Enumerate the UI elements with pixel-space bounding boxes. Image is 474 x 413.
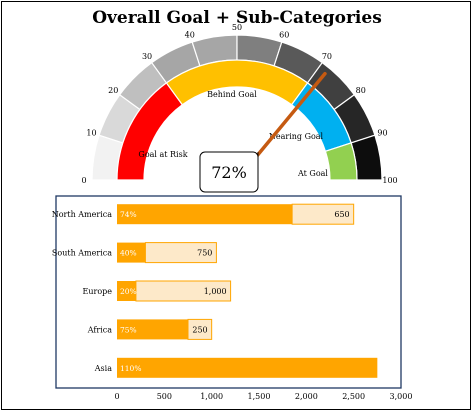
gauge-tick-label: 50	[232, 23, 242, 32]
gauge-band	[324, 142, 358, 181]
category-label: Africa	[87, 325, 112, 334]
gauge-tick-label: 0	[81, 176, 86, 185]
gauge-tick-label: 70	[322, 52, 332, 61]
gauge-value-box	[199, 151, 259, 193]
gauge-tick-label: 80	[356, 86, 366, 95]
bar-actual	[117, 319, 188, 340]
category-label: North America	[52, 210, 113, 219]
bar-actual	[117, 204, 293, 225]
bar-remaining	[144, 242, 217, 264]
gauge-tick-label: 100	[382, 176, 397, 185]
bar-target-label: 250	[192, 325, 207, 334]
bar-percent-label: 75%	[120, 325, 137, 334]
bar-target-label: 1,000	[204, 287, 227, 296]
category-label: South America	[52, 249, 112, 258]
bar-percent-label: 20%	[120, 287, 137, 296]
x-tick-label: 0	[114, 392, 119, 401]
bar-percent-label: 74%	[120, 210, 137, 219]
x-tick-label: 1,000	[200, 392, 223, 401]
gauge-tick-label: 40	[185, 30, 195, 39]
gauge-chart: 0 10 20 30 40 50 60 70 80 90 100 Goal at Risk Behind…	[81, 23, 398, 193]
bar-actual	[117, 281, 136, 301]
gauge-value-label: 72%	[211, 163, 247, 182]
gauge-tick-label: 20	[108, 86, 118, 95]
gauge-band-label: At Goal	[297, 169, 328, 178]
bar-remaining	[135, 280, 232, 302]
gauge-needle	[254, 71, 327, 159]
gauge-tick-label: 60	[279, 30, 289, 39]
bar-percent-label: 110%	[120, 364, 141, 373]
gauge-band-label: Behind Goal	[207, 90, 257, 99]
bar-target-label: 650	[334, 210, 349, 219]
chart-title: Overall Goal + Sub-Categories	[92, 8, 382, 28]
category-label: Asia	[94, 364, 112, 373]
x-tick-label: 3,000	[390, 392, 413, 401]
gauge-tick-label: 90	[377, 129, 387, 138]
bar-remaining	[187, 318, 213, 340]
gauge-tick-label: 10	[86, 129, 96, 138]
bar-remaining	[291, 203, 355, 225]
bar-actual	[117, 242, 146, 263]
bar-percent-label: 40%	[120, 249, 137, 258]
gauge-band-label: Goal at Risk	[138, 150, 187, 159]
x-tick-label: 2,500	[342, 392, 365, 401]
x-tick-label: 500	[157, 392, 172, 401]
gauge-tick-label: 30	[142, 52, 152, 61]
bar-actual	[117, 357, 378, 378]
gauge-band-label: Nearing Goal	[269, 132, 324, 141]
x-tick-label: 1,500	[248, 392, 271, 401]
bar-target-label: 750	[197, 249, 212, 258]
x-tick-label: 2,000	[295, 392, 318, 401]
category-label: Europe	[83, 287, 113, 296]
